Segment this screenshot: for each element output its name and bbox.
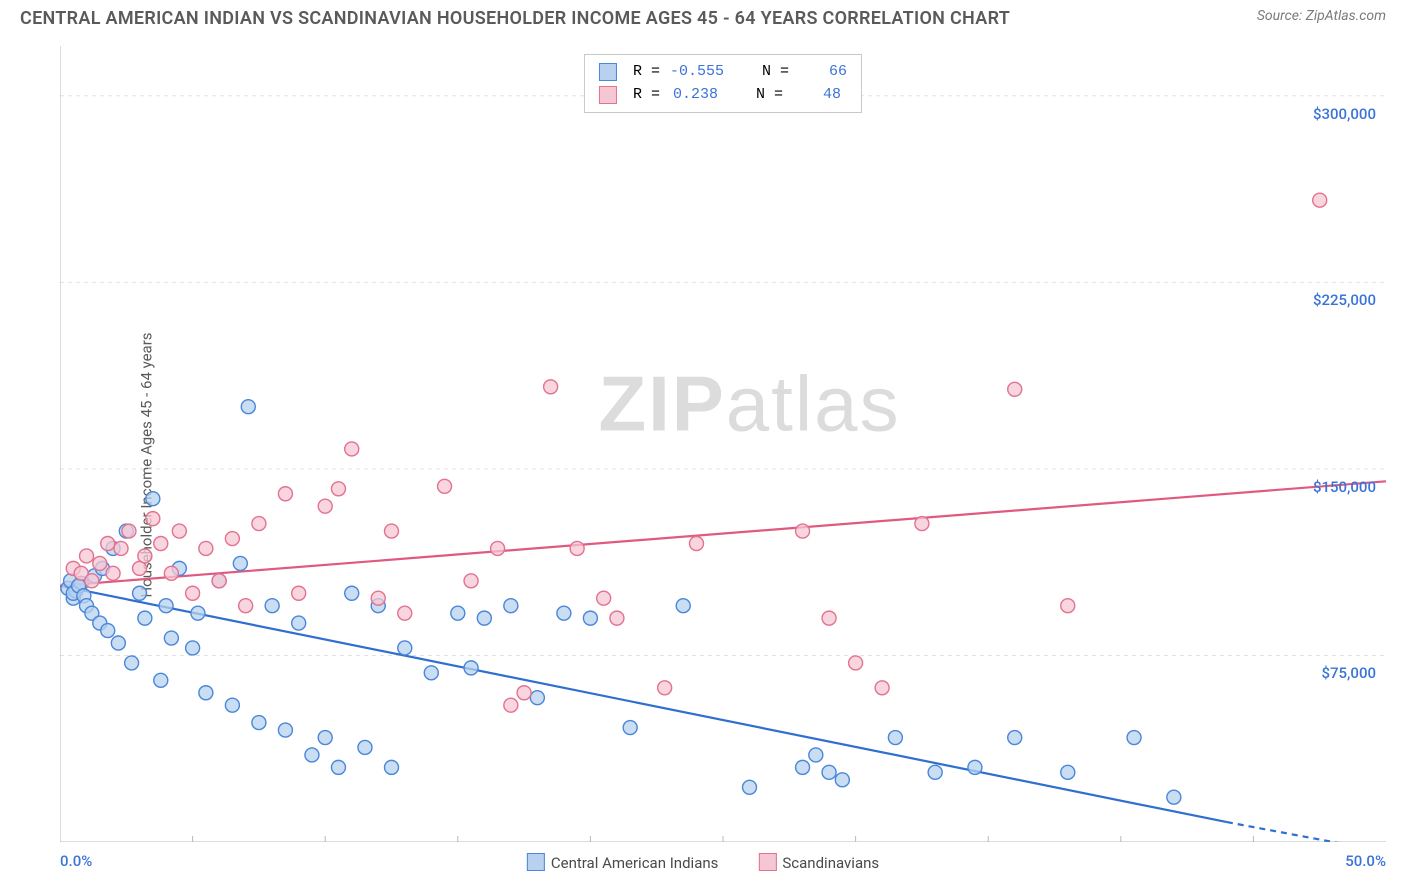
correlation-row-2: R = 0.238 N = 48 [599, 84, 847, 107]
chart-title: CENTRAL AMERICAN INDIAN VS SCANDINAVIAN … [20, 8, 1010, 29]
y-tick-label: $300,000 [1313, 105, 1376, 123]
legend-item-2: Scandinavians [758, 853, 879, 872]
plot-area: ZIPatlas R = -0.555 N = 66 R = 0.238 N =… [60, 46, 1386, 842]
legend: Central American Indians Scandinavians [527, 853, 879, 872]
y-tick-label: $225,000 [1313, 291, 1376, 309]
x-min-label: 0.0% [60, 852, 92, 870]
correlation-box: R = -0.555 N = 66 R = 0.238 N = 48 [584, 54, 862, 113]
chart-source: Source: ZipAtlas.com [1257, 8, 1386, 24]
y-tick-label: $150,000 [1313, 478, 1376, 496]
correlation-row-1: R = -0.555 N = 66 [599, 61, 847, 84]
y-tick-label: $75,000 [1321, 664, 1376, 682]
x-max-label: 50.0% [1345, 852, 1386, 870]
chart-container: Householder Income Ages 45 - 64 years ZI… [0, 38, 1406, 892]
legend-item-1: Central American Indians [527, 853, 719, 872]
